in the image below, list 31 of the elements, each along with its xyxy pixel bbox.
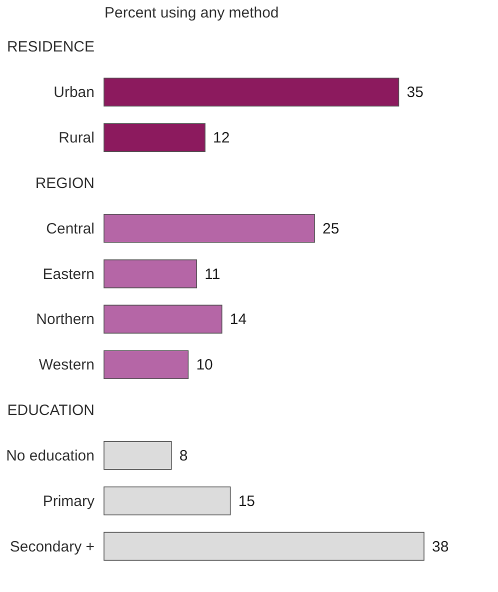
bar xyxy=(104,259,198,288)
data-label: 15 xyxy=(238,492,256,510)
bar xyxy=(104,532,424,561)
bar xyxy=(104,441,172,470)
y-tick-label: No education xyxy=(6,447,94,464)
data-label: 14 xyxy=(230,311,247,328)
bar xyxy=(104,78,400,107)
y-tick-label: Western xyxy=(38,356,94,374)
data-label: 10 xyxy=(196,356,213,374)
y-tick-label: RESIDENCE xyxy=(6,38,94,56)
bar xyxy=(104,304,222,334)
y-tick-label: Urban xyxy=(54,84,94,102)
y-tick-label: Rural xyxy=(58,130,94,147)
y-tick-label: EDUCATION xyxy=(7,402,94,420)
data-label: 12 xyxy=(213,130,230,147)
y-tick-label: Secondary + xyxy=(10,538,95,556)
bar xyxy=(104,486,231,516)
data-label: 35 xyxy=(406,84,424,102)
bar xyxy=(104,214,315,243)
data-label: 8 xyxy=(179,447,188,464)
data-label: 25 xyxy=(322,220,340,238)
y-tick-label: Primary xyxy=(42,492,95,510)
y-tick-label: Central xyxy=(46,220,94,238)
data-label: 38 xyxy=(432,538,449,556)
bar xyxy=(104,123,206,152)
bar xyxy=(104,350,189,380)
data-label: 11 xyxy=(204,266,220,283)
y-tick-label: Eastern xyxy=(42,266,94,283)
y-tick-label: REGION xyxy=(35,174,94,192)
y-tick-label: Northern xyxy=(36,311,94,328)
x-axis-title: Percent using any method xyxy=(104,4,279,22)
